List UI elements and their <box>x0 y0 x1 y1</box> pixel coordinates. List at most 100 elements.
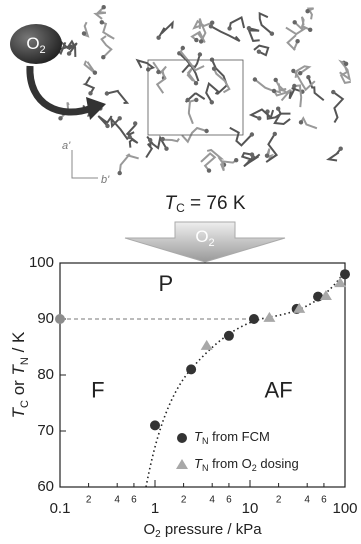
bond <box>98 116 111 126</box>
axes-glyph <box>72 150 98 178</box>
bond <box>159 23 173 38</box>
data-point <box>201 340 213 350</box>
label-part: O <box>143 521 155 538</box>
bond <box>102 36 112 57</box>
atom <box>306 75 310 79</box>
atom <box>58 116 62 120</box>
x-tick-label: 10 <box>242 500 259 517</box>
bond <box>333 92 343 122</box>
bond <box>230 128 252 146</box>
x-minor-label: 4 <box>114 495 120 506</box>
bond <box>221 160 236 171</box>
plot-frame <box>60 263 345 487</box>
label-part: dosing <box>257 456 299 471</box>
atom <box>156 70 160 74</box>
region-label: AF <box>265 378 293 403</box>
atom <box>82 31 86 35</box>
bond <box>146 140 152 157</box>
atom <box>299 120 303 124</box>
atom <box>105 124 109 128</box>
bond <box>85 61 95 73</box>
atom <box>164 147 168 151</box>
y-tick-label: 80 <box>37 366 54 383</box>
bond <box>301 118 317 128</box>
atom <box>331 90 335 94</box>
bond <box>276 80 287 91</box>
axis-a: a' <box>62 140 71 152</box>
atom <box>295 39 299 43</box>
bond <box>254 46 268 56</box>
atom <box>118 116 122 120</box>
bond <box>102 22 114 39</box>
data-point <box>263 312 275 322</box>
x-minor-label: 4 <box>304 495 310 506</box>
atom <box>207 168 211 172</box>
bond <box>201 154 215 171</box>
atom <box>253 77 257 81</box>
label-part: from O <box>208 456 251 471</box>
bond <box>260 13 272 33</box>
atom <box>118 171 122 175</box>
bond <box>249 28 260 41</box>
x-tick-label: 1 <box>151 500 159 517</box>
figure: O2 a' b' TC = 76 K O2 607080901000.11101… <box>0 0 361 544</box>
label-part: pressure / kPa <box>161 521 263 538</box>
bond <box>308 77 323 100</box>
atom <box>148 138 152 142</box>
subscript: N <box>19 357 31 365</box>
crystal-structure <box>44 5 351 175</box>
subscript: C <box>19 400 31 408</box>
atom <box>270 32 274 36</box>
atom <box>339 147 343 151</box>
bond <box>251 110 273 119</box>
atom <box>272 89 276 93</box>
legend-label: TN from FCM <box>194 429 270 446</box>
axis-b: b' <box>101 174 110 186</box>
x-tick-label: 100 <box>332 500 357 517</box>
atom <box>194 98 198 102</box>
atom <box>273 132 277 136</box>
x-axis-label: O2 pressure / kPa <box>143 521 262 540</box>
atom <box>161 137 165 141</box>
atom <box>305 9 309 13</box>
x-minor-label: 6 <box>226 495 232 506</box>
data-point <box>186 364 196 374</box>
atom <box>344 62 348 66</box>
x-minor-label: 4 <box>209 495 215 506</box>
bond <box>286 26 310 34</box>
y-tick-label: 60 <box>37 478 54 495</box>
t: O <box>26 34 39 53</box>
bond <box>157 72 165 94</box>
x-minor-label: 2 <box>276 495 282 506</box>
atom <box>199 39 203 43</box>
t: O <box>195 227 208 246</box>
y-tick-label: 90 <box>37 310 54 327</box>
y-tick-label: 100 <box>29 254 54 271</box>
curved-arrow <box>30 66 92 112</box>
region-label: F <box>91 378 104 403</box>
atom <box>93 71 97 75</box>
atom <box>204 129 208 133</box>
label-part: / K <box>9 331 28 357</box>
atom <box>67 51 71 55</box>
atom <box>194 81 198 85</box>
atom <box>308 28 312 32</box>
atom <box>102 5 106 9</box>
data-point <box>313 292 323 302</box>
sub: 2 <box>40 44 46 56</box>
y-tick-label: 70 <box>37 422 54 439</box>
bond <box>85 77 94 93</box>
atom <box>247 26 251 30</box>
x-minor-label: 2 <box>181 495 187 506</box>
tc-point <box>55 314 65 324</box>
x-tick-label: 0.1 <box>50 500 71 517</box>
atom <box>298 71 302 75</box>
label-part: from FCM <box>208 429 269 444</box>
atom <box>101 55 105 59</box>
atom <box>250 152 254 156</box>
atom <box>257 116 261 120</box>
t: = 76 K <box>185 193 246 214</box>
sub: C <box>176 201 185 215</box>
x-minor-label: 6 <box>321 495 327 506</box>
data-point <box>249 314 259 324</box>
